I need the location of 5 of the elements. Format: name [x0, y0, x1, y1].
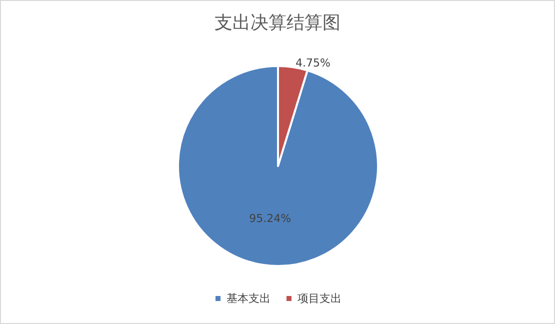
- data-label: 4.75%: [295, 56, 330, 70]
- legend-label: 基本支出: [226, 292, 270, 305]
- data-label: 95.24%: [249, 212, 292, 225]
- chart-title: 支出决算结算图: [214, 12, 340, 34]
- legend-label: 项目支出: [298, 292, 342, 305]
